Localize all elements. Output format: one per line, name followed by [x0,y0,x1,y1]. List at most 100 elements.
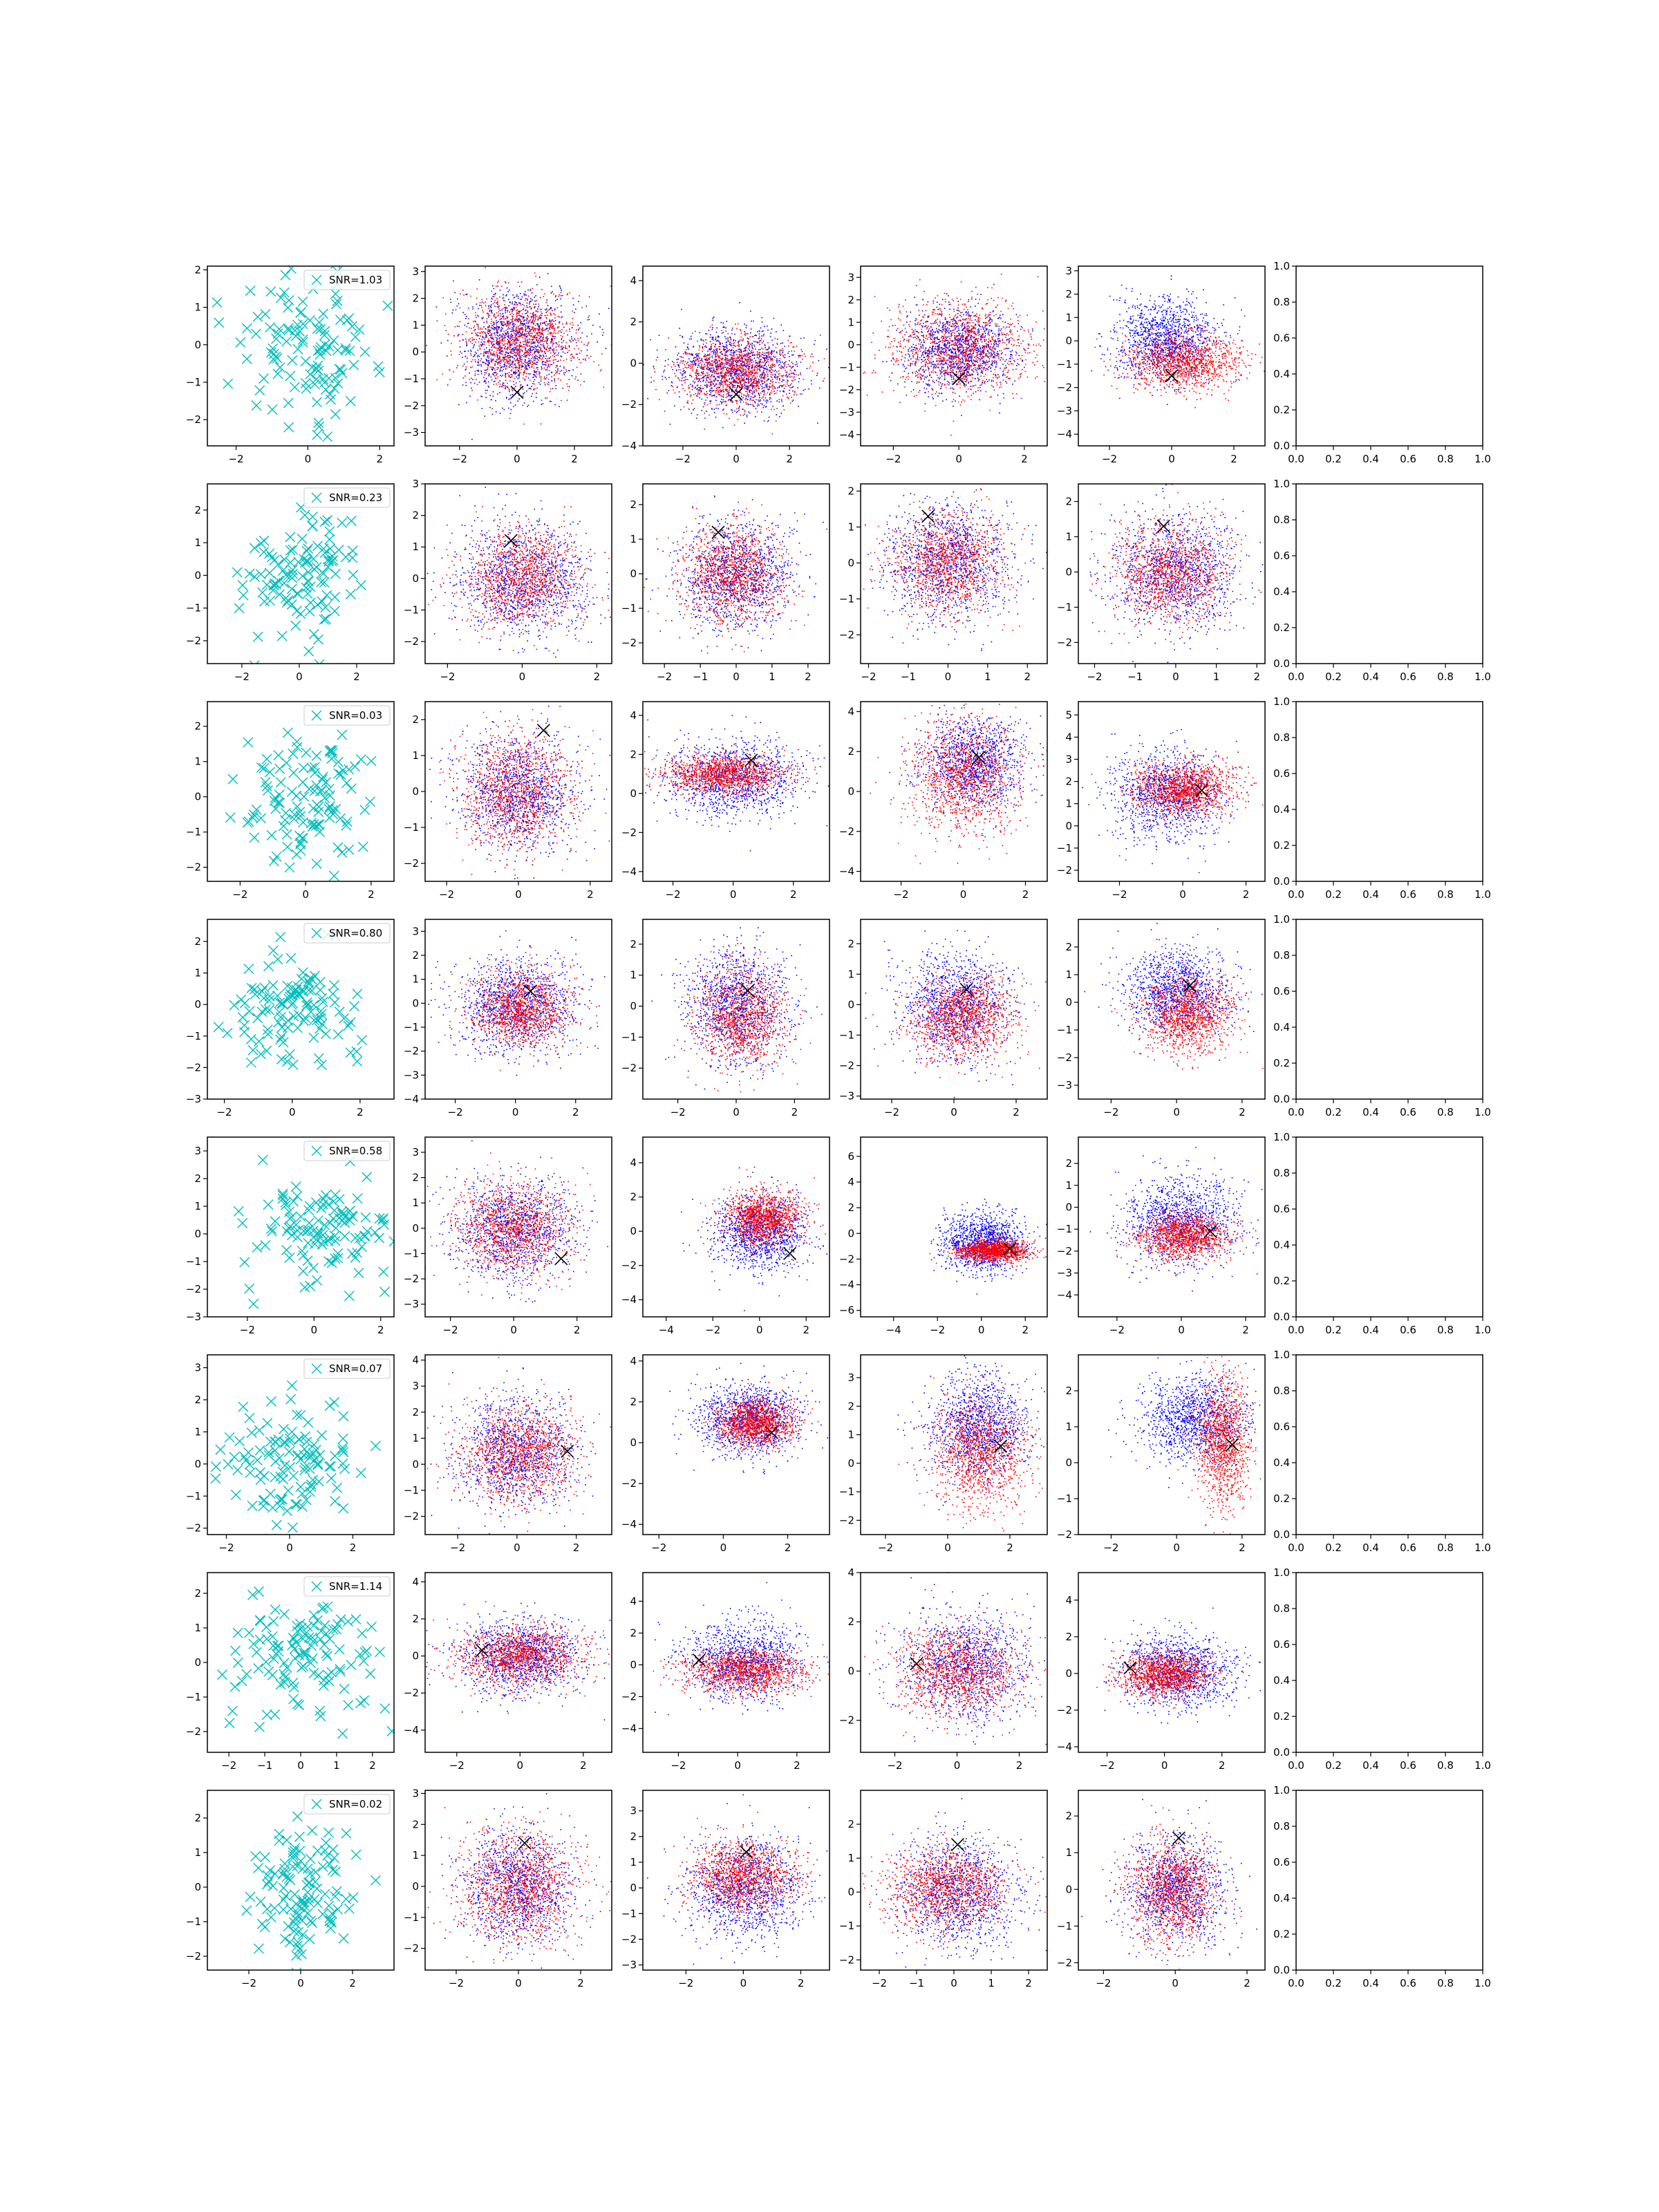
prior-sample-marker [283,1922,293,1931]
prior-sample-marker [260,983,270,993]
x-tick-label: −2 [671,1106,686,1118]
y-tick-label: 3 [412,1146,419,1159]
prior-sample-marker [360,347,370,357]
y-tick-label: 2 [412,1172,419,1184]
x-tick-label: −2 [240,1324,255,1336]
y-tick-label: 0 [412,572,419,585]
y-tick-label: 2 [1065,495,1072,507]
prior-sample-marker [348,570,358,580]
prior-sample-marker [263,1025,272,1035]
axes-frame [1078,1790,1265,1970]
plot-area [681,1167,834,1311]
y-tick-label: −3 [186,1093,201,1105]
x-tick-label: 0.6 [1400,1324,1416,1336]
y-tick-label: 1 [1065,1179,1072,1192]
plot-area [1082,729,1267,874]
prior-sample-marker [288,749,298,758]
y-tick-label: 0 [847,556,854,569]
y-tick-label: 1.0 [1273,260,1290,272]
axes-frame [207,919,394,1099]
prior-sample-marker [256,1897,265,1906]
prior-sample-marker [244,817,254,827]
prior-sample-marker [283,1485,293,1495]
prior-sample-marker [330,1236,340,1246]
y-tick-label: 3 [847,271,854,283]
x-tick-label: −2 [657,671,672,683]
x-tick-label: 0.6 [1400,671,1416,683]
x-tick-label: −2 [1099,1759,1114,1772]
prior-sample-marker [324,1901,334,1911]
prior-sample-marker [351,1850,361,1859]
y-tick-label: −2 [1057,1528,1072,1541]
prior-sample-marker [236,995,246,1004]
prior-sample-marker [229,1452,239,1462]
y-tick-label: −2 [404,1273,419,1285]
prior-sample-marker [274,1647,283,1656]
prior-sample-marker [282,337,292,346]
prior-sample-marker [321,1029,330,1039]
prior-sample-marker [289,768,299,778]
y-tick-label: −2 [186,1950,201,1962]
prior-sample-marker [259,536,269,545]
subplot-r7-c6: 0.0 0.2 0.4 0.6 0.8 1.00.00.20.40.60.81.0 [1273,1566,1491,1772]
x-tick-label: 0 [756,1324,763,1336]
prior-sample-marker [273,955,283,964]
y-tick-label: −4 [1057,1741,1072,1753]
plot-area [644,481,827,654]
plot-area [652,894,838,1112]
red-sample-cloud [426,265,612,424]
legend-label: SNR=1.03 [329,274,382,286]
y-tick-label: 2 [412,1406,419,1418]
prior-sample-marker [268,980,278,990]
prior-sample-marker [313,1216,323,1226]
x-tick-label: 2 [1239,1541,1246,1554]
prior-sample-marker [348,1893,358,1902]
x-tick-label: 0 [1172,671,1179,683]
x-tick-label: 1 [769,671,776,683]
true-value-marker [745,754,758,767]
prior-sample-marker [255,386,265,395]
legend: SNR=0.02 [304,1794,390,1814]
prior-sample-marker [338,1434,348,1443]
axes-frame [1078,702,1265,881]
y-tick-label: 0.4 [1273,1239,1290,1251]
y-tick-label: 0.4 [1273,803,1290,816]
prior-sample-marker [307,1826,317,1835]
y-tick-label: −2 [404,1687,419,1699]
prior-sample-marker [281,1891,290,1901]
x-tick-label: 1.0 [1474,453,1491,465]
x-tick-label: 0.0 [1288,1324,1304,1336]
y-tick-label: 1 [412,1432,419,1445]
y-tick-label: 0 [630,787,637,800]
y-tick-label: 3 [412,925,419,937]
prior-sample-marker [272,852,281,861]
true-value-marker [537,724,550,737]
prior-sample-marker [288,1633,298,1643]
y-tick-label: 0 [194,1458,201,1470]
prior-sample-marker [341,1894,351,1904]
x-tick-label: 0 [514,1541,521,1554]
prior-sample-marker [237,1676,247,1686]
prior-sample-marker [306,1854,315,1864]
prior-sample-marker [306,1482,316,1492]
x-tick-label: 0.4 [1362,671,1379,683]
legend-label: SNR=0.02 [329,1798,382,1810]
prior-sample-marker [356,1698,366,1708]
x-tick-label: 0.8 [1437,1541,1454,1554]
y-tick-label: −2 [621,826,637,838]
prior-sample-marker [306,369,315,379]
prior-sample-marker [325,534,335,544]
y-tick-label: 2 [1065,1810,1072,1822]
y-tick-label: 0 [1065,565,1072,578]
prior-sample-marker [296,1856,306,1866]
prior-sample-marker [274,1829,284,1839]
x-tick-label: 0 [734,1759,741,1772]
x-tick-label: 0 [517,1759,524,1772]
x-tick-label: 0.8 [1437,1759,1454,1772]
y-tick-label: −4 [621,865,637,878]
x-tick-label: 2 [1230,453,1237,465]
prior-sample-marker [285,371,295,381]
